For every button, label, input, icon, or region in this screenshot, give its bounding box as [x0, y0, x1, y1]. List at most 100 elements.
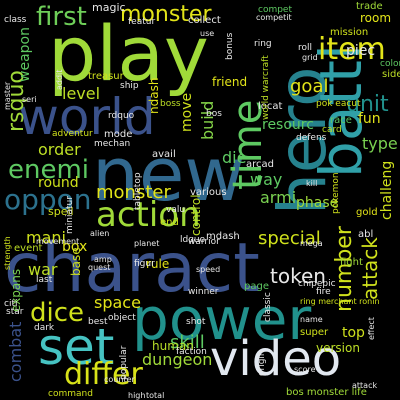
word-charact: charact — [4, 229, 260, 308]
word-card: card — [322, 125, 342, 135]
word-defens: defens — [296, 133, 327, 143]
word-dungeon: dungeon — [142, 350, 213, 369]
word-command: command — [48, 389, 93, 399]
word-oppon: oppon — [4, 183, 92, 216]
word-move: move — [179, 92, 195, 132]
word-addit: addit — [55, 69, 64, 90]
word-abl: abl — [358, 229, 374, 240]
word-way: way — [250, 170, 283, 189]
word-gold: gold — [356, 207, 378, 218]
word-name: name — [300, 315, 323, 324]
word-rule: rule — [146, 257, 170, 271]
word-phase: phase — [296, 195, 339, 211]
word-winner: winner — [188, 287, 219, 297]
word-featur: featur — [128, 17, 156, 27]
word-token: token — [270, 264, 326, 288]
word-attack: attack — [358, 237, 382, 300]
word-warrior: warrior — [188, 237, 220, 247]
word-color: color — [380, 59, 400, 69]
word-type: type — [362, 134, 398, 153]
word-kill: kill — [306, 179, 318, 188]
word-pokemon: pokemon — [331, 172, 341, 214]
word-control: control — [189, 194, 203, 236]
word-magic: magic — [92, 1, 126, 14]
word-arcad: arcad — [246, 159, 274, 170]
word-event: event — [14, 243, 43, 254]
word-best: best — [88, 317, 108, 327]
word-unit: unit — [346, 92, 389, 117]
word-tabletop: tabletop — [133, 172, 143, 210]
word-mechan: mechan — [94, 139, 131, 149]
word-faction: faction — [176, 347, 207, 357]
word-speed: speed — [196, 265, 221, 274]
word-fire: fire — [316, 287, 331, 297]
word-pok-eacut: pok eacut — [316, 99, 361, 109]
word-score: score — [294, 365, 316, 374]
word-fight: fight — [340, 257, 363, 268]
word-challeng: challeng — [379, 160, 395, 220]
word-movement: movement — [36, 237, 80, 246]
word-mega: mega — [300, 239, 323, 248]
word-classic: classic — [263, 292, 273, 322]
word-shot: shot — [186, 317, 206, 327]
word-mani: mani — [26, 228, 66, 247]
word-mdash: mdash — [206, 231, 240, 242]
word-amp: amp — [94, 255, 112, 264]
word-piec: piec — [346, 43, 376, 59]
word-last: last — [36, 275, 53, 285]
word-strength: strength — [3, 236, 12, 270]
word-super: super — [300, 327, 329, 338]
word-world-warcraft: world warcraft — [261, 55, 271, 120]
word-figur: figur — [134, 259, 155, 269]
word-master: master — [3, 81, 12, 110]
word-weapon: weapon — [17, 27, 33, 82]
word-locat: locat — [258, 101, 283, 112]
word-ring-merchant: ring merchant ronin — [300, 297, 380, 306]
word-monster2: monster — [96, 182, 171, 203]
word-ring: ring — [254, 39, 272, 49]
word-enemi: enemi — [8, 155, 90, 185]
word-miniatur: miniatur — [65, 196, 75, 234]
word-trade: trade — [356, 1, 383, 12]
word-dark: dark — [34, 323, 55, 333]
word-ship: ship — [120, 81, 139, 91]
word-armi: armi — [260, 188, 297, 207]
word-total: total — [146, 391, 165, 400]
word-spell: spell — [48, 205, 74, 218]
word-mission: mission — [330, 27, 369, 38]
word-order: order — [38, 140, 81, 159]
word-side: side — [382, 69, 400, 80]
word-special: special — [258, 228, 321, 249]
word-build: build — [198, 100, 217, 140]
word-bonus: bonus — [225, 32, 235, 60]
word-top: top — [342, 325, 365, 341]
word-space: space — [94, 293, 141, 312]
word-seri: seri — [22, 95, 37, 104]
word-first: first — [36, 2, 87, 32]
word-box: box — [62, 239, 88, 255]
word-grid: grid — [302, 53, 318, 62]
word-chipepic: chipepic — [298, 279, 336, 289]
word-collect: collect — [188, 15, 221, 26]
word-mode: mode — [104, 129, 133, 140]
word-fun: fun — [358, 111, 381, 127]
word-end: end — [160, 217, 179, 228]
word-attack2: attack — [352, 381, 378, 390]
word-monster: monster — [120, 2, 212, 27]
word-bos: bos — [206, 109, 222, 119]
word-class: class — [4, 15, 27, 25]
word-play: play — [48, 9, 209, 98]
word-world: world — [18, 88, 156, 146]
word-ldquo: ldquo — [180, 235, 206, 245]
word-power: power — [132, 285, 312, 353]
word-valu: valu — [166, 205, 186, 215]
word-war: war — [28, 260, 58, 279]
word-avail: avail — [152, 149, 176, 160]
word-object: object — [108, 313, 136, 323]
word-version: version — [316, 341, 360, 355]
word-dice: dice — [30, 298, 85, 328]
word-quest: quest — [88, 263, 111, 272]
word-boss: boss — [160, 99, 181, 109]
word-page: page — [244, 281, 269, 292]
